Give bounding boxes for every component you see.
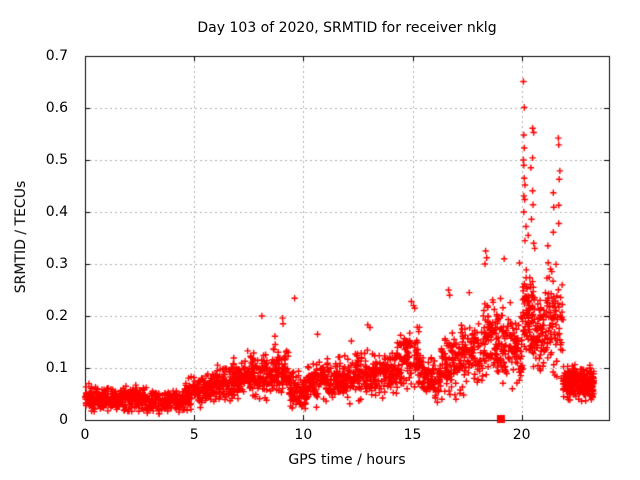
y-axis-title: SRMTID / TECUs	[13, 180, 29, 294]
x-tick-label: 10	[294, 427, 313, 443]
y-tick-label: 0.7	[45, 48, 68, 64]
x-tick-label: 0	[80, 427, 90, 443]
y-tick-label: 0.1	[45, 360, 68, 376]
x-tick-label: 20	[512, 427, 531, 443]
y-tick-label: 0	[59, 412, 68, 428]
y-tick-label: 0.6	[45, 100, 68, 116]
y-tick-label: 0.2	[45, 308, 68, 324]
chart-title: Day 103 of 2020, SRMTID for receiver nkl…	[197, 20, 497, 36]
y-tick-label: 0.3	[45, 256, 68, 272]
x-axis-title: GPS time / hours	[288, 452, 406, 468]
y-tick-label: 0.5	[45, 152, 68, 168]
x-tick-label: 5	[189, 427, 199, 443]
y-tick-label: 0.4	[45, 204, 68, 220]
x-tick-label: 15	[403, 427, 422, 443]
